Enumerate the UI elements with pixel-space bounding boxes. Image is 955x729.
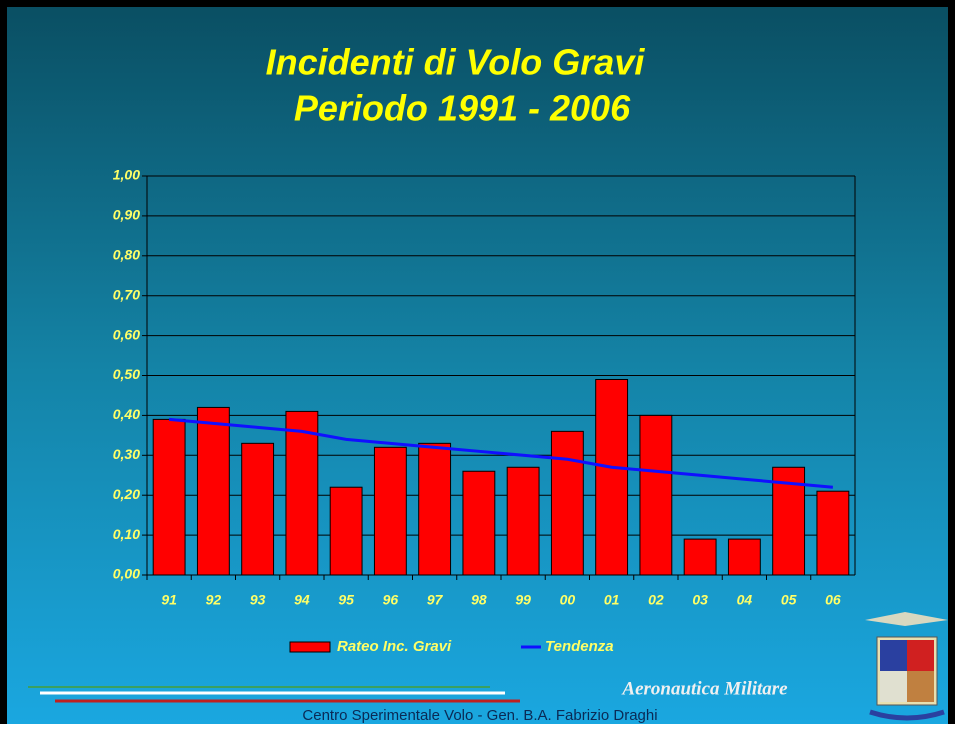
y-tick-label: 0,80 [113, 247, 140, 263]
y-tick-label: 0,90 [113, 207, 140, 223]
bar [595, 378, 629, 576]
plot: 0,00 0,10 0,20 0,30 0,40 0,50 0,60 0,70 0,80 0,90… [113, 167, 856, 655]
x-tick-label: 93 [250, 592, 266, 608]
x-tick-label: 06 [825, 592, 841, 608]
bar [373, 446, 407, 576]
y-tick-label: 0,70 [113, 286, 140, 302]
x-tick-label: 99 [515, 592, 531, 608]
background [7, 7, 948, 724]
bar [462, 470, 496, 576]
legend-label: Rateo Inc. Gravi [337, 638, 452, 655]
chart-subtitle: Periodo 1991 - 2006 [294, 88, 631, 129]
y-tick-label: 0,30 [113, 446, 140, 462]
x-tick-label: 94 [294, 592, 310, 608]
y-tick-label: 0,60 [113, 326, 140, 342]
legend-label: Tendenza [545, 638, 614, 655]
bar [285, 410, 319, 576]
x-tick-label: 02 [648, 592, 664, 608]
y-tick-label: 0,50 [113, 366, 140, 382]
x-tick-label: 00 [560, 592, 576, 608]
bar [727, 538, 761, 576]
bar [550, 430, 584, 576]
bar [639, 414, 673, 576]
x-tick-label: 03 [692, 592, 708, 608]
x-tick-label: 05 [781, 592, 797, 608]
bar [506, 466, 540, 576]
y-tick-label: 0,40 [113, 406, 140, 422]
chart-title: Incidenti di Volo Gravi [266, 42, 646, 83]
x-tick-label: 96 [383, 592, 399, 608]
bar [196, 406, 230, 576]
bar [816, 490, 850, 576]
emblem [865, 612, 948, 721]
organization: Aeronautica Militare [621, 678, 788, 699]
bar [329, 486, 363, 576]
x-tick-label: 98 [471, 592, 487, 608]
x-tick-label: 04 [737, 592, 753, 608]
x-tick-label: 91 [161, 592, 177, 608]
y-tick-label: 0,10 [113, 526, 140, 542]
bar [241, 442, 275, 576]
bar [152, 418, 186, 576]
x-tick-label: 95 [338, 592, 354, 608]
credit: Centro Sperimentale Volo - Gen. B.A. Fab… [302, 707, 657, 724]
trend-line [168, 417, 834, 489]
y-tick-label: 1,00 [113, 167, 140, 183]
bar [418, 442, 452, 576]
legend-swatch [289, 641, 331, 653]
x-tick-label: 97 [427, 592, 444, 608]
x-tick-label: 92 [206, 592, 222, 608]
y-tick-label: 0,20 [113, 486, 140, 502]
bar [683, 538, 717, 576]
y-tick-label: 0,00 [113, 566, 140, 582]
x-tick-label: 01 [604, 592, 620, 608]
